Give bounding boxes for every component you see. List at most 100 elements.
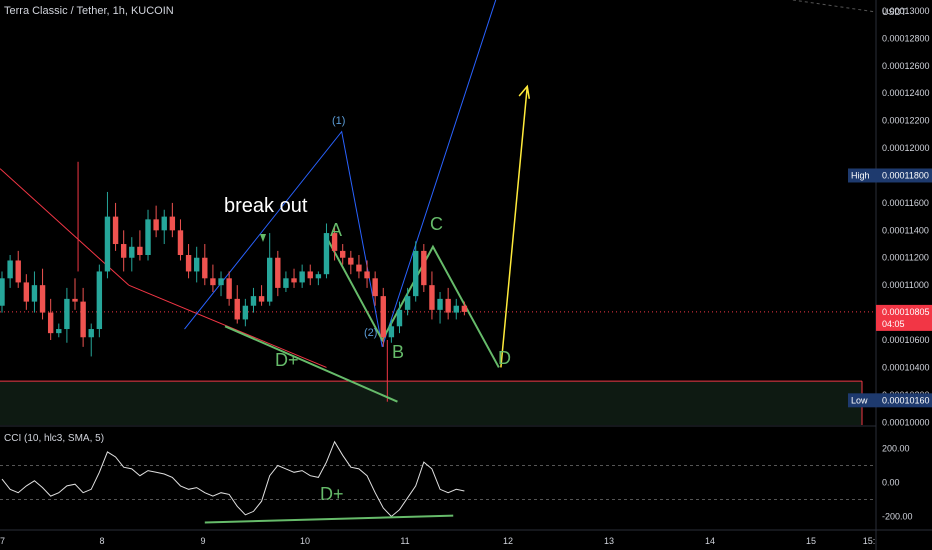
dplus-support-line xyxy=(224,325,398,403)
candle-body xyxy=(153,219,159,231)
time-axis[interactable]: 7 8 9 10 11 12 13 14 15 15: xyxy=(0,529,932,546)
candle-body xyxy=(266,257,273,302)
candle-body xyxy=(340,250,346,258)
cci-tick: 0.00 xyxy=(882,478,900,488)
candle-body xyxy=(88,329,94,338)
candle-body xyxy=(388,326,395,338)
candle-body xyxy=(137,246,143,255)
last-price-tag xyxy=(876,304,932,331)
candle-body xyxy=(15,260,21,283)
candle-body xyxy=(226,278,232,299)
break-out-label: break out xyxy=(224,195,308,217)
candle-body xyxy=(372,278,378,297)
price-tick: 0.00010400 xyxy=(882,362,930,372)
low-tag xyxy=(848,393,876,408)
candle-body xyxy=(96,271,103,330)
cci-divergence-line xyxy=(204,514,454,524)
candle-body xyxy=(112,216,119,245)
support-zone xyxy=(0,311,876,425)
price-tick: 0.00012000 xyxy=(882,143,930,153)
candle-body xyxy=(331,233,338,251)
target-arrow xyxy=(500,86,528,368)
candle-body xyxy=(72,298,78,302)
candle-body xyxy=(7,260,13,279)
candle-body xyxy=(356,264,362,272)
time-label: 8 xyxy=(99,536,104,546)
candle-body xyxy=(315,274,322,279)
candle-body xyxy=(104,216,111,272)
candle-body xyxy=(234,298,240,320)
elliott-wave-path xyxy=(184,0,497,348)
candle-body xyxy=(129,246,135,258)
last-price-value: 0.00010805 xyxy=(882,307,930,317)
candle-body xyxy=(437,298,443,310)
time-label: 9 xyxy=(200,536,205,546)
candle-body xyxy=(291,278,297,283)
candle-body xyxy=(185,255,192,272)
high-label: High xyxy=(851,170,870,180)
candle-body xyxy=(275,257,281,288)
time-label: 14 xyxy=(705,536,715,546)
candle-body xyxy=(413,250,419,297)
candle-body xyxy=(210,278,216,286)
cci-pane[interactable] xyxy=(0,425,932,524)
price-tick: 0.00013000 xyxy=(882,6,930,16)
cci-tick: 200.00 xyxy=(882,444,910,454)
candle-body xyxy=(429,285,435,310)
price-tick: 0.00010000 xyxy=(882,417,930,427)
price-tick: 0.00012200 xyxy=(882,116,930,126)
candles[interactable] xyxy=(0,191,468,357)
currency-label: USDT xyxy=(882,7,907,17)
candle-body xyxy=(202,257,208,279)
time-label: 15: xyxy=(863,536,876,546)
price-tick: 0.00012600 xyxy=(882,61,930,71)
candle-body xyxy=(161,216,167,231)
candle-body xyxy=(23,282,30,302)
candle-body xyxy=(0,278,5,306)
candle-body xyxy=(39,285,46,313)
support-zone-rect xyxy=(0,381,862,425)
high-tag xyxy=(848,168,876,183)
abcd-pattern xyxy=(325,236,500,368)
dashed-line xyxy=(792,0,877,13)
arrow-down-icon xyxy=(260,234,266,242)
cci-tick: -200.00 xyxy=(882,512,913,522)
price-tick: 0.00011000 xyxy=(882,280,929,290)
candle-body xyxy=(453,305,459,313)
price-tick: 0.00012800 xyxy=(882,33,930,43)
point-b-label: B xyxy=(392,342,404,362)
point-a-label: A xyxy=(330,220,342,240)
candle-body xyxy=(218,278,224,286)
price-tick: 0.00011400 xyxy=(882,225,929,235)
wave-1-label: (1) xyxy=(332,115,345,127)
low-value-tag xyxy=(876,393,932,408)
time-label: 15 xyxy=(806,536,816,546)
candle-body xyxy=(258,296,265,302)
chart-title: Terra Classic / Tether, 1h, KUCOIN xyxy=(4,5,174,17)
candle-body xyxy=(283,278,289,288)
candle-body xyxy=(307,271,313,279)
wave-2-label: (2) xyxy=(364,327,377,339)
candle-body xyxy=(299,271,305,283)
dplus-label: D+ xyxy=(275,350,299,370)
dplus-cci-label: D+ xyxy=(320,484,344,504)
high-value: 0.00011800 xyxy=(882,170,929,180)
point-d-label: D xyxy=(498,348,511,368)
price-tick: 0.00011200 xyxy=(882,253,929,263)
axis-bg xyxy=(876,0,932,550)
candle-body xyxy=(348,257,354,265)
time-label: 12 xyxy=(503,536,513,546)
high-value-tag xyxy=(876,168,932,183)
candle-body xyxy=(445,298,451,313)
candle-body xyxy=(80,301,86,338)
candle-body xyxy=(56,329,62,334)
candle-body xyxy=(404,296,411,310)
resistance-line-ext xyxy=(128,284,327,368)
candle-body xyxy=(169,216,176,231)
countdown: 04:05 xyxy=(882,319,905,329)
price-tick: 0.00011600 xyxy=(882,198,929,208)
candle-body xyxy=(31,285,38,302)
low-value: 0.00010160 xyxy=(882,395,930,405)
